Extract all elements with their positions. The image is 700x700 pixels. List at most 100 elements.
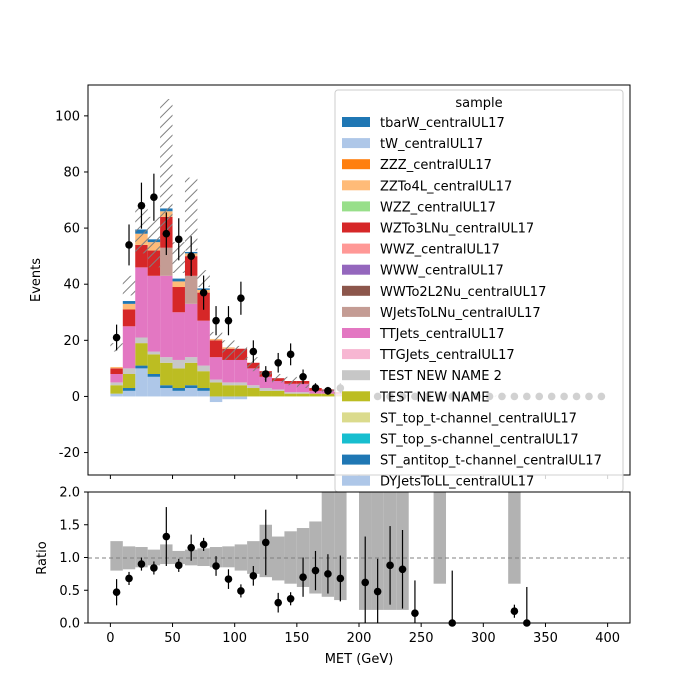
ratio-point [324, 570, 332, 578]
data-point [199, 288, 208, 297]
bar-segment [271, 389, 285, 391]
legend-label: tW_centralUL17 [380, 137, 483, 152]
data-point [324, 387, 332, 395]
data-point [137, 201, 146, 210]
ratio-band-bin [222, 546, 235, 568]
ratio-band-bin [247, 541, 260, 574]
legend-swatch [342, 222, 370, 233]
bar-segment [284, 392, 297, 394]
x-tick-label: 200 [347, 631, 372, 646]
uncertainty-band-bin [234, 345, 248, 360]
bar-segment [122, 390, 136, 397]
data-point [212, 316, 220, 325]
bar-segment [296, 392, 310, 394]
x-tick-label: 50 [164, 631, 181, 646]
ratio-point [137, 560, 146, 568]
bar-segment [259, 390, 272, 397]
x-tick-label: 300 [471, 631, 496, 646]
bar-segment [122, 301, 136, 304]
uncertainty-band-bin [160, 99, 173, 231]
legend-label: ST_antitop_t-channel_centralUL17 [380, 454, 602, 469]
bar-segment [234, 396, 248, 400]
data-point [311, 384, 320, 392]
bar-segment [234, 385, 248, 397]
legend-label: WJetsToLNu_centralUL17 [380, 306, 541, 321]
ratio-y-tick-label: 1.5 [59, 518, 80, 533]
x-tick-label: 150 [284, 631, 309, 646]
legend-swatch [342, 117, 370, 127]
bar-segment [172, 388, 185, 391]
ratio-band-bin [234, 544, 248, 571]
bar-segment [247, 385, 260, 389]
bar-segment [172, 281, 185, 288]
ratio-band-bin [334, 492, 347, 601]
uncertainty-band-bin [296, 382, 310, 389]
bar-segment [209, 382, 223, 397]
data-point [249, 347, 258, 356]
bar-segment [147, 376, 161, 397]
y-tick-label: 60 [63, 222, 80, 237]
bar-segment [222, 359, 235, 383]
ratio-band-bin [321, 492, 335, 597]
bar-segment [122, 303, 136, 310]
legend: sample tbarW_centralUL17 tW_centralUL17 ZZ… [334, 89, 624, 493]
bar-segment [296, 393, 310, 397]
legend-label: WZZ_centralUL17 [380, 200, 496, 215]
y-tick-label: 40 [63, 278, 80, 293]
uncertainty-band-bin [209, 331, 223, 341]
legend-label: TTJets_centralUL17 [379, 327, 505, 342]
ratio-band-bin [172, 550, 185, 565]
bar-segment [160, 275, 173, 358]
legend-entries: tbarW_centralUL17 tW_centralUL17 ZZZ_centr… [342, 116, 602, 490]
legend-swatch [342, 391, 370, 402]
ratio-point [249, 572, 258, 580]
legend-swatch [342, 180, 370, 191]
bar-segment [197, 365, 210, 372]
bar-segment [160, 362, 173, 386]
ratio-band-bin [433, 492, 447, 584]
bar-segment [122, 326, 136, 369]
bar-segment [209, 396, 223, 403]
bar-segment [222, 396, 235, 400]
bar-segment [222, 382, 235, 386]
y-axis-ticks: -20 0 20 40 60 80 100 [55, 109, 88, 461]
x-tick-label: 400 [595, 631, 620, 646]
bar-segment [296, 383, 310, 393]
ratio-x-axis-ticks: 0 50 100 150 200 250 300 350 400 [106, 623, 620, 646]
ratio-point [398, 565, 407, 574]
legend-label: ST_top_t-channel_centralUL17 [380, 411, 577, 426]
bar-segment [172, 278, 185, 282]
legend-swatch [342, 370, 370, 381]
bar-segment [247, 368, 260, 386]
bar-segment [110, 382, 123, 386]
bar-segment [122, 368, 136, 374]
bar-segment [172, 368, 185, 389]
bar-segment [222, 385, 235, 397]
ratio-point [286, 594, 295, 603]
bar-segment [209, 357, 223, 380]
ratio-point [224, 575, 233, 583]
bar-segment [209, 379, 223, 383]
data-point [174, 235, 183, 244]
ratio-point [261, 538, 270, 547]
ratio-band-bin [284, 531, 297, 584]
ratio-plot-frame [87, 491, 631, 624]
legend-swatch [342, 201, 370, 212]
ratio-point [174, 561, 183, 570]
ratio-plot-panel: 0.0 0.5 1.0 1.5 2.0 0 50 100 150 200 250 300 350 400… [35, 486, 631, 667]
uncertainty-band-bin [147, 216, 161, 268]
bar-segment [135, 368, 148, 397]
bar-segment [110, 366, 123, 369]
x-axis-label: MET (GeV) [325, 652, 394, 667]
y-tick-label: 20 [63, 334, 80, 349]
legend-swatch [342, 138, 370, 149]
y-tick-label: 100 [55, 109, 80, 124]
ratio-point [361, 578, 370, 587]
uncertainty-band-bin [222, 340, 235, 360]
ratio-point [274, 598, 282, 607]
bar-segment [247, 388, 260, 397]
ratio-point [311, 566, 320, 575]
legend-swatch [342, 264, 370, 275]
bar-segment [309, 393, 322, 397]
